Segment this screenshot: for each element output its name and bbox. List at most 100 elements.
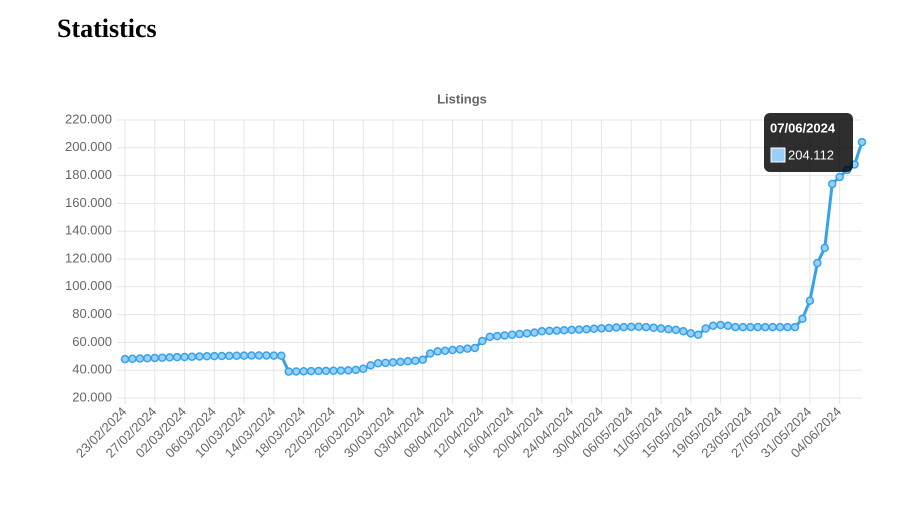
data-point [790,322,800,332]
data-point [344,366,353,375]
data-point [172,352,182,362]
data-point [679,327,688,336]
page-title: Statistics [57,14,157,43]
data-point [827,179,837,189]
data-point [388,358,398,367]
data-point [746,322,755,332]
data-point [768,322,777,332]
data-point [485,332,495,342]
data-point [425,349,435,358]
y-tick-label: 60.000 [72,334,112,349]
tooltip-swatch [770,147,786,163]
data-point [284,367,294,376]
data-point [552,326,562,335]
y-tick-label: 140.000 [65,223,112,238]
data-point [775,322,785,332]
data-point [321,366,331,376]
y-tick-label: 20.000 [72,389,112,404]
data-point [224,351,234,361]
data-point [262,351,271,360]
data-point [314,366,323,376]
data-point [857,137,867,147]
data-point [507,330,517,340]
data-point [693,330,703,340]
data-point [403,357,413,366]
data-point [202,352,212,361]
data-point [545,326,554,336]
data-point [753,322,763,332]
data-point [269,351,279,360]
data-point [351,365,361,375]
data-point [738,322,748,332]
data-point [277,351,286,360]
data-point [604,323,614,333]
data-point [247,351,256,360]
data-point [254,351,264,360]
data-point [537,327,547,336]
data-point [626,322,636,332]
data-point [291,367,301,376]
data-point [366,361,375,370]
y-tick-label: 180.000 [65,167,112,182]
data-point [411,356,420,365]
data-point [433,347,442,356]
data-point [373,359,383,368]
data-point [515,329,524,339]
data-point [634,322,643,331]
data-point [582,324,591,334]
data-point [418,355,428,365]
data-point [128,354,137,364]
data-point [150,353,160,363]
data-point [559,326,569,335]
data-point [143,353,152,363]
data-point [574,325,584,334]
data-point [671,325,681,335]
data-point [299,367,308,376]
data-point [723,321,733,330]
y-tick-label: 160.000 [65,195,112,210]
data-point [440,346,450,355]
data-point [306,366,316,376]
data-point [783,322,792,332]
data-point [157,353,167,362]
data-point [612,323,621,332]
data-point [701,324,710,333]
tooltip-value: 204.112 [788,147,834,162]
y-tick-label: 80.000 [72,306,112,321]
data-point [478,336,487,346]
tooltip: 07/06/2024 204.112 [764,113,853,172]
data-point [448,345,457,355]
data-point [649,323,658,333]
data-point [589,324,599,334]
tooltip-title: 07/06/2024 [770,120,836,135]
data-point [798,314,807,324]
y-tick-label: 220.000 [65,111,112,126]
data-point [358,364,368,374]
data-point [500,331,509,340]
data-point [813,258,822,268]
data-point [641,322,651,332]
data-point [463,344,472,353]
data-point [567,325,576,335]
data-point [686,329,696,338]
data-point [239,351,249,360]
data-point [731,322,740,332]
data-point [455,345,465,354]
data-point [522,329,532,338]
data-point [708,321,718,330]
data-point [336,366,346,375]
data-point [120,354,130,364]
data-point [470,343,480,353]
data-point [396,357,405,367]
chart-title: Listings [437,91,487,106]
y-tick-label: 100.000 [65,278,112,293]
y-tick-label: 120.000 [65,250,112,265]
data-point [835,172,844,182]
data-point [329,366,338,376]
data-point [664,324,673,334]
data-point [597,324,606,333]
data-point [656,324,666,333]
data-point [210,351,219,361]
